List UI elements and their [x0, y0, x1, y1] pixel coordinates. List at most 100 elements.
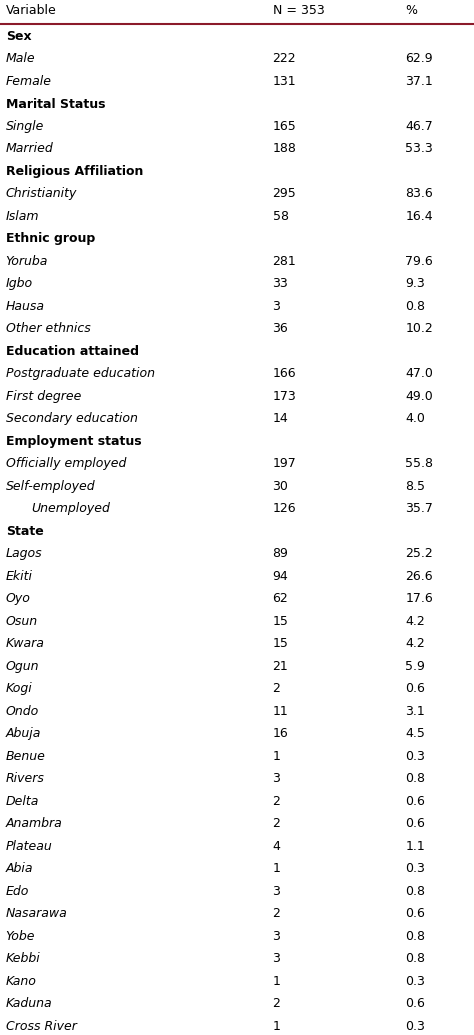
Text: 0.6: 0.6 — [405, 795, 425, 808]
Text: Oyo: Oyo — [6, 592, 30, 605]
Text: 16: 16 — [273, 728, 288, 740]
Text: 1: 1 — [273, 1021, 281, 1033]
Text: Variable: Variable — [6, 4, 56, 17]
Text: 30: 30 — [273, 480, 288, 493]
Text: Lagos: Lagos — [6, 548, 42, 561]
Text: Abia: Abia — [6, 862, 33, 876]
Text: 3: 3 — [273, 885, 281, 898]
Text: 15: 15 — [273, 638, 288, 651]
Text: 79.6: 79.6 — [405, 255, 433, 268]
Text: Nasarawa: Nasarawa — [6, 908, 67, 920]
Text: 295: 295 — [273, 187, 296, 201]
Text: Married: Married — [6, 143, 54, 155]
Text: 0.6: 0.6 — [405, 908, 425, 920]
Text: 0.6: 0.6 — [405, 818, 425, 830]
Text: 0.3: 0.3 — [405, 975, 425, 988]
Text: Single: Single — [6, 120, 44, 134]
Text: Christianity: Christianity — [6, 187, 77, 201]
Text: N = 353: N = 353 — [273, 4, 324, 17]
Text: Ondo: Ondo — [6, 705, 39, 718]
Text: 1: 1 — [273, 862, 281, 876]
Text: Kaduna: Kaduna — [6, 998, 52, 1010]
Text: 25.2: 25.2 — [405, 548, 433, 561]
Text: Delta: Delta — [6, 795, 39, 808]
Text: Ethnic group: Ethnic group — [6, 233, 95, 245]
Text: Kwara: Kwara — [6, 638, 45, 651]
Text: 4.2: 4.2 — [405, 638, 425, 651]
Text: 2: 2 — [273, 795, 281, 808]
Text: 166: 166 — [273, 367, 296, 381]
Text: Kogi: Kogi — [6, 682, 32, 696]
Text: Marital Status: Marital Status — [6, 97, 105, 111]
Text: Plateau: Plateau — [6, 840, 53, 853]
Text: 165: 165 — [273, 120, 296, 134]
Text: 21: 21 — [273, 660, 288, 673]
Text: 3.1: 3.1 — [405, 705, 425, 718]
Text: Female: Female — [6, 75, 52, 88]
Text: 0.8: 0.8 — [405, 300, 425, 313]
Text: 11: 11 — [273, 705, 288, 718]
Text: Benue: Benue — [6, 750, 46, 763]
Text: 3: 3 — [273, 300, 281, 313]
Text: 4.2: 4.2 — [405, 615, 425, 628]
Text: 3: 3 — [273, 772, 281, 786]
Text: Osun: Osun — [6, 615, 38, 628]
Text: 33: 33 — [273, 277, 288, 291]
Text: 89: 89 — [273, 548, 288, 561]
Text: 197: 197 — [273, 457, 296, 471]
Text: 36: 36 — [273, 323, 288, 335]
Text: Islam: Islam — [6, 210, 39, 223]
Text: Religious Affiliation: Religious Affiliation — [6, 165, 143, 178]
Text: Self-employed: Self-employed — [6, 480, 95, 493]
Text: 2: 2 — [273, 818, 281, 830]
Text: 94: 94 — [273, 570, 288, 583]
Text: 14: 14 — [273, 413, 288, 425]
Text: 0.8: 0.8 — [405, 885, 425, 898]
Text: 188: 188 — [273, 143, 296, 155]
Text: %: % — [405, 4, 417, 17]
Text: 55.8: 55.8 — [405, 457, 433, 471]
Text: Rivers: Rivers — [6, 772, 45, 786]
Text: 46.7: 46.7 — [405, 120, 433, 134]
Text: 53.3: 53.3 — [405, 143, 433, 155]
Text: 3: 3 — [273, 930, 281, 943]
Text: Male: Male — [6, 53, 35, 65]
Text: Abuja: Abuja — [6, 728, 41, 740]
Text: 8.5: 8.5 — [405, 480, 425, 493]
Text: 2: 2 — [273, 908, 281, 920]
Text: 35.7: 35.7 — [405, 503, 433, 515]
Text: Secondary education: Secondary education — [6, 413, 137, 425]
Text: Yobe: Yobe — [6, 930, 35, 943]
Text: Igbo: Igbo — [6, 277, 33, 291]
Text: 62.9: 62.9 — [405, 53, 433, 65]
Text: Kano: Kano — [6, 975, 36, 988]
Text: Ekiti: Ekiti — [6, 570, 33, 583]
Text: 0.3: 0.3 — [405, 862, 425, 876]
Text: 0.8: 0.8 — [405, 952, 425, 966]
Text: 5.9: 5.9 — [405, 660, 425, 673]
Text: 131: 131 — [273, 75, 296, 88]
Text: 1: 1 — [273, 750, 281, 763]
Text: Cross River: Cross River — [6, 1021, 77, 1033]
Text: Unemployed: Unemployed — [32, 503, 110, 515]
Text: 281: 281 — [273, 255, 296, 268]
Text: State: State — [6, 525, 44, 538]
Text: 62: 62 — [273, 592, 288, 605]
Text: 4: 4 — [273, 840, 281, 853]
Text: 58: 58 — [273, 210, 289, 223]
Text: 83.6: 83.6 — [405, 187, 433, 201]
Text: 126: 126 — [273, 503, 296, 515]
Text: Edo: Edo — [6, 885, 29, 898]
Text: 3: 3 — [273, 952, 281, 966]
Text: First degree: First degree — [6, 390, 81, 403]
Text: Employment status: Employment status — [6, 435, 141, 448]
Text: 173: 173 — [273, 390, 296, 403]
Text: Postgraduate education: Postgraduate education — [6, 367, 155, 381]
Text: Sex: Sex — [6, 30, 31, 43]
Text: 0.8: 0.8 — [405, 930, 425, 943]
Text: 2: 2 — [273, 998, 281, 1010]
Text: 2: 2 — [273, 682, 281, 696]
Text: Yoruba: Yoruba — [6, 255, 48, 268]
Text: 222: 222 — [273, 53, 296, 65]
Text: 37.1: 37.1 — [405, 75, 433, 88]
